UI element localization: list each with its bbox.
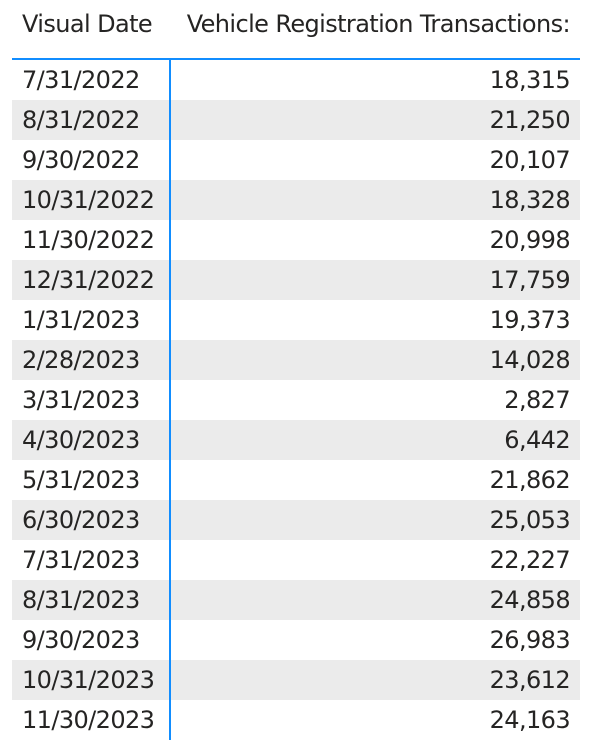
cell-visual-date: 2/28/2023 [22,346,140,374]
table-row[interactable]: 2/28/2023 14,028 [12,340,580,380]
column-header-visual-date[interactable]: Visual Date [22,10,153,38]
table-visual: Visual Date Vehicle Registration Transac… [12,0,580,750]
cell-vehicle-registration-transactions: 17,759 [489,266,571,294]
cell-vehicle-registration-transactions: 26,983 [489,626,571,654]
table-row[interactable]: 11/30/2023 24,163 [12,700,580,740]
cell-visual-date: 4/30/2023 [22,426,140,454]
cell-visual-date: 11/30/2022 [22,226,155,254]
cell-visual-date: 6/30/2023 [22,506,140,534]
table-row[interactable]: 8/31/2022 21,250 [12,100,580,140]
cell-visual-date: 7/31/2022 [22,66,140,94]
header-divider-line [12,58,580,60]
table-row[interactable]: 7/31/2023 22,227 [12,540,580,580]
table-row[interactable]: 11/30/2022 20,998 [12,220,580,260]
cell-visual-date: 8/31/2023 [22,586,140,614]
table-header-row: Visual Date Vehicle Registration Transac… [12,0,580,58]
table-row[interactable]: 1/31/2023 19,373 [12,300,580,340]
cell-vehicle-registration-transactions: 23,612 [489,666,571,694]
table-row[interactable]: 9/30/2023 26,983 [12,620,580,660]
table-row[interactable]: 6/30/2023 25,053 [12,500,580,540]
cell-visual-date: 10/31/2023 [22,666,155,694]
cell-visual-date: 8/31/2022 [22,106,140,134]
cell-vehicle-registration-transactions: 21,862 [489,466,571,494]
table-row[interactable]: 5/31/2023 21,862 [12,460,580,500]
cell-visual-date: 10/31/2022 [22,186,155,214]
cell-visual-date: 12/31/2022 [22,266,155,294]
cell-visual-date: 1/31/2023 [22,306,140,334]
cell-vehicle-registration-transactions: 24,163 [489,706,571,734]
cell-visual-date: 3/31/2023 [22,386,140,414]
cell-vehicle-registration-transactions: 21,250 [489,106,571,134]
cell-visual-date: 9/30/2022 [22,146,140,174]
table-row[interactable]: 10/31/2022 18,328 [12,180,580,220]
cell-vehicle-registration-transactions: 22,227 [489,546,571,574]
cell-vehicle-registration-transactions: 18,315 [489,66,571,94]
table-row[interactable]: 10/31/2023 23,612 [12,660,580,700]
cell-vehicle-registration-transactions: 18,328 [489,186,571,214]
table-row[interactable]: 3/31/2023 2,827 [12,380,580,420]
table-row[interactable]: 4/30/2023 6,442 [12,420,580,460]
table-row[interactable]: 7/31/2022 18,315 [12,60,580,100]
cell-visual-date: 5/31/2023 [22,466,140,494]
column-header-vehicle-registration-transactions[interactable]: Vehicle Registration Transactions: [186,10,571,38]
column-divider-line [169,60,171,740]
cell-vehicle-registration-transactions: 14,028 [489,346,571,374]
table-row[interactable]: 9/30/2022 20,107 [12,140,580,180]
cell-vehicle-registration-transactions: 24,858 [489,586,571,614]
cell-vehicle-registration-transactions: 6,442 [504,426,570,454]
cell-visual-date: 11/30/2023 [22,706,155,734]
table-row[interactable]: 8/31/2023 24,858 [12,580,580,620]
cell-vehicle-registration-transactions: 20,998 [489,226,571,254]
cell-vehicle-registration-transactions: 25,053 [489,506,571,534]
cell-visual-date: 9/30/2023 [22,626,140,654]
table-row[interactable]: 12/31/2022 17,759 [12,260,580,300]
cell-visual-date: 7/31/2023 [22,546,140,574]
cell-vehicle-registration-transactions: 20,107 [489,146,571,174]
table-body: 7/31/2022 18,315 8/31/2022 21,250 9/30/2022 2… [12,60,580,740]
cell-vehicle-registration-transactions: 2,827 [504,386,570,414]
cell-vehicle-registration-transactions: 19,373 [489,306,571,334]
